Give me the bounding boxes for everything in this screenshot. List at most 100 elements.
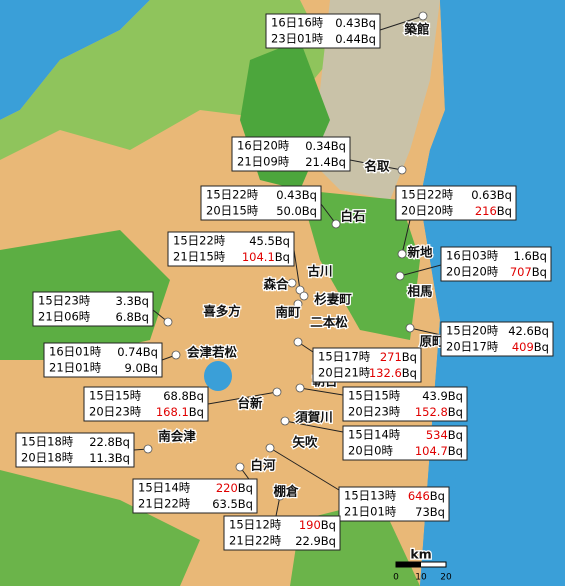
lake (204, 361, 232, 391)
reading-value: 11.3 (89, 451, 115, 465)
time: 21日15時 (173, 250, 226, 264)
box (440, 321, 554, 357)
reading: 220Bq (216, 481, 253, 495)
reading-unit: Bq (331, 139, 346, 153)
reading-value: 220 (216, 481, 238, 495)
place-name: 新地 (407, 245, 433, 260)
reading-unit: Bq (532, 265, 547, 279)
box (223, 515, 341, 551)
place-name: 杉妻町 (314, 292, 352, 307)
station-dot (163, 317, 173, 327)
station-dot (272, 387, 282, 397)
time: 20日20時 (401, 204, 454, 218)
reading: 9.0Bq (125, 361, 159, 375)
reading-value: 1.6 (514, 249, 532, 263)
place-name: 棚倉 (273, 484, 299, 499)
reading: 409Bq (512, 340, 549, 354)
time: 15日14時 (348, 428, 401, 442)
place-name: 白河 (250, 458, 276, 473)
time: 15日20時 (446, 324, 499, 338)
time: 15日13時 (344, 489, 397, 503)
reading-unit: Bq (402, 366, 417, 380)
reading: 22.9Bq (295, 534, 336, 548)
reading: 132.6Bq (369, 366, 417, 380)
sea (0, 0, 150, 120)
connector (349, 159, 403, 171)
reading-box: 15日22時 0.43Bq 20日15時 50.0Bq (200, 185, 322, 221)
reading-box: 16日01時 0.74Bq 21日01時 9.0Bq (43, 342, 163, 378)
reading: 0.43Bq (276, 188, 317, 202)
box (342, 386, 468, 422)
reading-box: 15日20時 42.6Bq 20日17時 409Bq (440, 321, 554, 357)
reading-value: 68.8 (163, 389, 189, 403)
box (342, 425, 468, 461)
reading-unit: Bq (402, 350, 417, 364)
place-name: 白石 (340, 209, 365, 224)
time: 21日01時 (344, 505, 397, 519)
reading-value: 216 (475, 204, 497, 218)
reading: 152.8Bq (415, 405, 463, 419)
box (265, 13, 381, 49)
reading-box: 15日14時 220Bq 21日22時 63.5Bq (132, 478, 258, 514)
reading: 1.6Bq (514, 249, 548, 263)
time: 23日01時 (271, 32, 324, 46)
reading-value: 0.34 (305, 139, 331, 153)
reading: 271Bq (380, 350, 417, 364)
box (15, 432, 135, 468)
place-name: 南会津 (158, 429, 196, 444)
reading-unit: Bq (189, 405, 204, 419)
reading-value: 132.6 (369, 366, 402, 380)
time: 15日18時 (21, 435, 74, 449)
reading-value: 3.3 (116, 294, 134, 308)
reading: 646Bq (408, 489, 445, 503)
time: 21日22時 (229, 534, 282, 548)
box (32, 291, 154, 327)
reading-value: 63.5 (212, 497, 238, 511)
reading-unit: Bq (134, 294, 149, 308)
reading: 68.8Bq (163, 389, 204, 403)
reading-unit: Bq (143, 361, 158, 375)
connector (299, 387, 344, 396)
box (440, 246, 552, 282)
time: 15日15時 (89, 389, 142, 403)
place-name: 喜多方 (203, 304, 241, 319)
connector (293, 249, 301, 291)
scale-unit: km (410, 547, 431, 562)
box (312, 347, 422, 383)
scale-tick-label: 20 (440, 573, 452, 583)
place-name: 築館 (403, 22, 429, 37)
reading-unit: Bq (275, 250, 290, 264)
reading: 0.34Bq (305, 139, 346, 153)
time: 20日15時 (206, 204, 259, 218)
reading-value: 21.4 (305, 155, 331, 169)
reading-value: 0.74 (117, 345, 143, 359)
reading-unit: Bq (321, 534, 336, 548)
reading-value: 9.0 (125, 361, 143, 375)
reading: 22.8Bq (89, 435, 130, 449)
time: 20日21時 (318, 366, 371, 380)
station-dot (397, 249, 407, 259)
reading-unit: Bq (238, 497, 253, 511)
time: 16日01時 (49, 345, 102, 359)
station-dot (275, 491, 285, 501)
reading-unit: Bq (430, 505, 445, 519)
reading-unit: Bq (448, 428, 463, 442)
reading-value: 0.63 (471, 188, 497, 202)
time: 16日03時 (446, 249, 499, 263)
scale-tick-label: 0 (393, 573, 399, 583)
reading-unit: Bq (448, 389, 463, 403)
connector (269, 447, 340, 491)
connector (379, 15, 424, 31)
reading: 6.8Bq (116, 310, 150, 324)
time: 20日18時 (21, 451, 74, 465)
reading-unit: Bq (143, 345, 158, 359)
station-dot (418, 11, 428, 21)
time: 15日17時 (318, 350, 371, 364)
place-name: 古川 (307, 264, 332, 279)
reading-value: 0.44 (335, 32, 361, 46)
box (83, 386, 209, 422)
time: 20日23時 (89, 405, 142, 419)
reading-box: 15日22時 45.5Bq 21日15時 104.1Bq (167, 231, 295, 267)
reading: 50.0Bq (276, 204, 317, 218)
